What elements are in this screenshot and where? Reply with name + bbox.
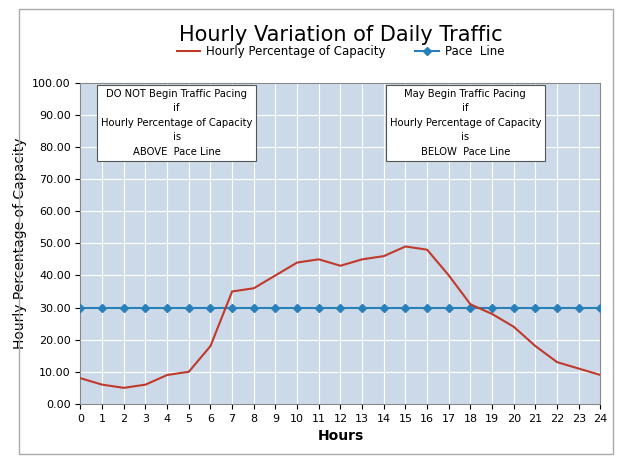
Hourly Percentage of Capacity [358,257,366,262]
Y-axis label: Hourly Percentage of Capacity: Hourly Percentage of Capacity [12,138,27,349]
Pace  Line [142,305,149,310]
Legend: Hourly Percentage of Capacity, Pace  Line: Hourly Percentage of Capacity, Pace Line [176,45,504,58]
Hourly Percentage of Capacity [185,369,193,375]
Line: Pace  Line: Pace Line [78,305,603,310]
Pace  Line [98,305,106,310]
Pace  Line [250,305,258,310]
Title: Hourly Variation of Daily Traffic: Hourly Variation of Daily Traffic [179,25,502,45]
Pace  Line [315,305,322,310]
Hourly Percentage of Capacity [228,289,236,294]
Pace  Line [532,305,539,310]
Pace  Line [597,305,604,310]
Hourly Percentage of Capacity [163,372,171,378]
Pace  Line [575,305,582,310]
Text: May Begin Traffic Pacing
if
Hourly Percentage of Capacity
is
BELOW  Pace Line: May Begin Traffic Pacing if Hourly Perce… [389,89,541,157]
Pace  Line [207,305,214,310]
Hourly Percentage of Capacity [120,385,128,391]
Hourly Percentage of Capacity [445,273,452,278]
Pace  Line [402,305,409,310]
Text: DO NOT Begin Traffic Pacing
if
Hourly Percentage of Capacity
is
ABOVE  Pace Line: DO NOT Begin Traffic Pacing if Hourly Pe… [101,89,253,157]
Line: Hourly Percentage of Capacity: Hourly Percentage of Capacity [80,246,600,388]
Hourly Percentage of Capacity [250,285,258,291]
Hourly Percentage of Capacity [337,263,344,269]
Hourly Percentage of Capacity [575,366,582,371]
Pace  Line [293,305,301,310]
Pace  Line [358,305,366,310]
Hourly Percentage of Capacity [597,372,604,378]
Pace  Line [423,305,431,310]
Hourly Percentage of Capacity [142,382,149,387]
Pace  Line [467,305,474,310]
Pace  Line [553,305,561,310]
Hourly Percentage of Capacity [467,302,474,307]
Hourly Percentage of Capacity [77,375,84,381]
Pace  Line [163,305,171,310]
Hourly Percentage of Capacity [380,253,387,259]
Hourly Percentage of Capacity [553,359,561,365]
Pace  Line [445,305,452,310]
Pace  Line [228,305,236,310]
Pace  Line [120,305,128,310]
Hourly Percentage of Capacity [423,247,431,252]
Pace  Line [272,305,279,310]
Hourly Percentage of Capacity [272,273,279,278]
Hourly Percentage of Capacity [488,311,496,317]
Pace  Line [380,305,387,310]
Pace  Line [185,305,193,310]
Pace  Line [510,305,517,310]
Pace  Line [337,305,344,310]
Hourly Percentage of Capacity [402,244,409,249]
X-axis label: Hours: Hours [318,429,363,443]
Pace  Line [77,305,84,310]
Hourly Percentage of Capacity [207,343,214,349]
Hourly Percentage of Capacity [510,324,517,330]
Hourly Percentage of Capacity [315,257,322,262]
Hourly Percentage of Capacity [293,260,301,265]
Hourly Percentage of Capacity [98,382,106,387]
Pace  Line [488,305,496,310]
Hourly Percentage of Capacity [532,343,539,349]
